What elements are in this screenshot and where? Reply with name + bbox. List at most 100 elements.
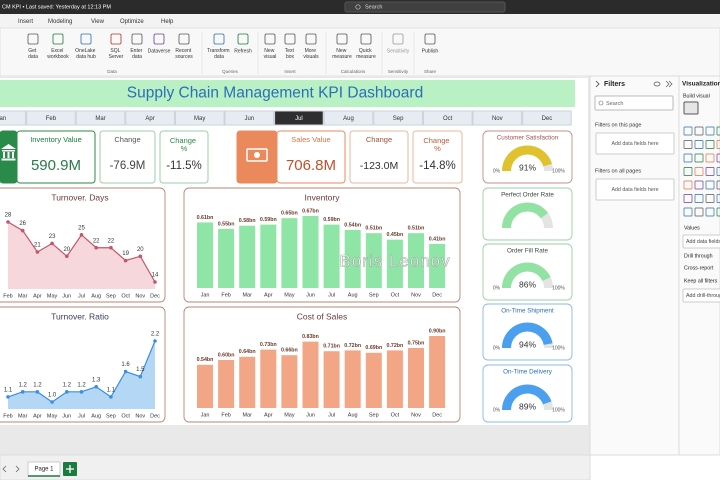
- menu-item[interactable]: Optimize: [120, 19, 144, 25]
- month-label[interactable]: Nov: [492, 116, 503, 122]
- visual-type-icon[interactable]: [716, 207, 720, 217]
- month-label[interactable]: Jan: [0, 116, 6, 122]
- visual-type-icon[interactable]: [705, 180, 715, 190]
- month-label[interactable]: Oct: [443, 116, 453, 122]
- data-label: 0.45bn: [387, 232, 404, 238]
- visual-type-icon[interactable]: [683, 194, 693, 203]
- visual-type-icon[interactable]: [705, 140, 715, 149]
- visual-type-icon[interactable]: [694, 194, 704, 203]
- x-tick-label: Aug: [348, 412, 358, 418]
- x-tick-label: Aug: [91, 293, 101, 299]
- menu-item[interactable]: Modeling: [48, 19, 72, 25]
- month-label[interactable]: Sep: [393, 116, 404, 122]
- ribbon-button[interactable]: Quick measure: [356, 48, 376, 60]
- x-tick-label: Mar: [242, 412, 252, 418]
- month-label[interactable]: Feb: [46, 116, 57, 122]
- chart-title: Turnover. Ratio: [51, 311, 109, 321]
- month-label[interactable]: Jun: [244, 116, 254, 122]
- ribbon-icon: [305, 33, 317, 45]
- month-slicer-item[interactable]: [174, 110, 225, 126]
- month-label[interactable]: Aug: [343, 116, 354, 122]
- menu-item[interactable]: View: [91, 19, 105, 25]
- menu-item[interactable]: Insert: [18, 19, 33, 25]
- ribbon-button[interactable]: Enter data: [130, 48, 143, 60]
- ribbon-button[interactable]: OneLake data hub: [75, 48, 97, 60]
- month-slicer-item[interactable]: [75, 110, 126, 126]
- month-slicer-item[interactable]: [0, 110, 27, 126]
- line-area: [8, 341, 155, 409]
- filters-search[interactable]: [594, 95, 674, 111]
- visual-type-icon[interactable]: [716, 140, 720, 149]
- ribbon-button[interactable]: New measure: [332, 48, 352, 60]
- x-tick-label: Apr: [33, 413, 42, 419]
- visual-type-icon[interactable]: [694, 140, 704, 149]
- data-label: 19: [122, 251, 129, 257]
- ribbon-button[interactable]: Recent sources: [175, 48, 193, 60]
- month-slicer-item[interactable]: [522, 110, 572, 126]
- month-slicer-item[interactable]: [125, 110, 175, 126]
- month-slicer-item[interactable]: [422, 110, 473, 126]
- month-label[interactable]: Mar: [95, 116, 105, 122]
- visual-type-icon[interactable]: [705, 194, 715, 203]
- filters-section-title: Filters on all pages: [595, 168, 641, 174]
- ribbon-button[interactable]: Refresh: [234, 48, 252, 54]
- visual-type-icon[interactable]: [683, 180, 693, 190]
- month-slicer-item[interactable]: [472, 110, 523, 126]
- visual-type-icon[interactable]: [705, 126, 715, 136]
- menu-item[interactable]: Help: [161, 19, 174, 25]
- visual-type-icon[interactable]: [683, 167, 693, 176]
- month-slicer-item[interactable]: [274, 110, 324, 126]
- data-label: 0.90bn: [429, 328, 446, 334]
- ribbon-button[interactable]: Dataverse: [148, 48, 171, 54]
- ribbon-button[interactable]: New visual: [264, 48, 277, 60]
- month-slicer-item[interactable]: [373, 110, 423, 126]
- visual-type-icon[interactable]: [694, 167, 704, 176]
- visual-type-icon[interactable]: [716, 167, 720, 176]
- visual-type-icon[interactable]: [683, 207, 693, 217]
- month-slicer-item[interactable]: [323, 110, 374, 126]
- eye-icon: [653, 81, 661, 87]
- ribbon-button[interactable]: Transform data: [207, 48, 231, 60]
- page-tab-label[interactable]: Page 1: [34, 467, 54, 473]
- visual-type-icon[interactable]: [694, 153, 704, 163]
- visual-type-icon[interactable]: [683, 153, 693, 163]
- bar: [302, 341, 319, 408]
- visual-type-icon[interactable]: [716, 126, 720, 136]
- line-marker: [109, 245, 113, 250]
- visual-type-icon[interactable]: [694, 126, 704, 136]
- ribbon-button[interactable]: Get data: [28, 48, 38, 60]
- ribbon-button[interactable]: Text box: [285, 48, 296, 60]
- values-placeholder: Add data fields: [686, 239, 720, 245]
- data-label: 0.72bn: [387, 343, 404, 349]
- visual-type-icon[interactable]: [683, 126, 693, 136]
- x-tick-label: Mar: [18, 293, 28, 299]
- ribbon-button[interactable]: More visuals: [303, 48, 319, 60]
- month-label[interactable]: Apr: [145, 116, 154, 122]
- ribbon-button[interactable]: Publish: [422, 48, 439, 54]
- chart-title: Turnover. Days: [51, 192, 108, 202]
- search-box[interactable]: [344, 1, 506, 13]
- ribbon-button[interactable]: Sensitivity: [387, 48, 410, 54]
- ribbon-icon: [360, 33, 372, 45]
- x-tick-label: Mar: [242, 292, 252, 298]
- visual-type-icon[interactable]: [716, 180, 720, 190]
- visual-type-icon[interactable]: [694, 207, 704, 217]
- month-label[interactable]: Dec: [542, 116, 553, 122]
- month-slicer-item[interactable]: [26, 110, 76, 126]
- month-label[interactable]: Jul: [295, 116, 303, 122]
- visual-type-icon[interactable]: [705, 167, 715, 176]
- ribbon-button[interactable]: SQL Server: [109, 48, 124, 60]
- month-label[interactable]: May: [194, 116, 205, 122]
- visual-type-icon[interactable]: [716, 153, 720, 163]
- bar: [218, 228, 235, 288]
- month-slicer-item[interactable]: [224, 110, 275, 126]
- ribbon-button[interactable]: Excel workbook: [47, 48, 69, 60]
- line-marker: [35, 250, 40, 254]
- visual-type-icon[interactable]: [716, 194, 720, 203]
- visual-type-icon[interactable]: [694, 180, 704, 190]
- data-label: 1.5: [136, 367, 145, 373]
- visual-type-icon[interactable]: [683, 140, 693, 149]
- visual-type-icon[interactable]: [705, 153, 715, 163]
- visual-type-icon[interactable]: [705, 207, 715, 217]
